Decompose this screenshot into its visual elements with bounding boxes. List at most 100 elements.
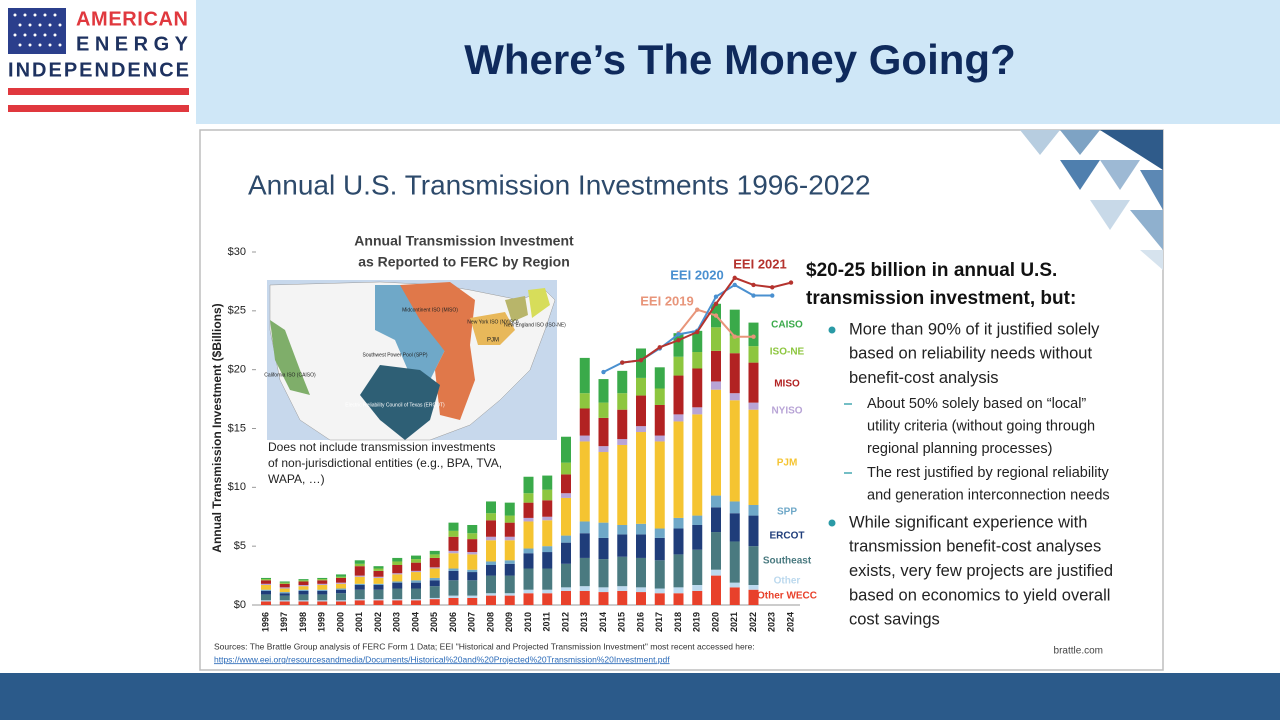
bar-segment <box>448 570 459 581</box>
bar-segment <box>542 500 553 517</box>
bar-segment <box>298 586 309 590</box>
bar-segment <box>523 548 534 554</box>
bar-segment <box>579 557 590 587</box>
bar-segment <box>729 309 740 336</box>
bar-segment <box>279 600 290 602</box>
bar-segment <box>298 601 309 605</box>
bar-segment <box>411 562 421 571</box>
bar-segment <box>579 393 590 409</box>
x-tick-label: 2000 <box>335 612 345 632</box>
bar-segment <box>673 554 684 588</box>
x-tick-label: 2016 <box>635 612 645 632</box>
line-marker <box>676 332 681 337</box>
bar-segment <box>411 559 421 563</box>
bar-segment <box>317 577 328 580</box>
bar-segment <box>392 557 403 562</box>
bar-segment <box>542 552 553 569</box>
chart: $0 $5 $10 $15 $20 $25 $30 1996 1997 1998 1999 2000 2… <box>228 246 817 632</box>
bar-segment <box>354 599 365 601</box>
bullet-text: based on economics to yield overall <box>849 586 1110 604</box>
bar-segment <box>673 593 684 605</box>
x-tick-label: 2012 <box>560 612 570 632</box>
bar-segment <box>729 353 740 394</box>
bar-segment <box>636 523 646 535</box>
bar-segment <box>504 575 515 594</box>
x-tick-label: 2010 <box>523 612 533 632</box>
bar-segment <box>279 582 290 584</box>
bar-segment <box>429 557 440 568</box>
y-tick-label: $30 <box>228 246 246 258</box>
bar-segment <box>467 569 478 573</box>
bar-segment <box>654 528 665 538</box>
bar-segment <box>354 575 365 577</box>
bar-segment <box>729 400 740 502</box>
bar-segment <box>636 377 646 396</box>
map-label: Midcontinent ISO (MISO) <box>402 307 458 313</box>
x-tick-label: 2023 <box>767 612 777 632</box>
bar-segment <box>467 539 478 553</box>
bar-segment <box>692 368 703 408</box>
bar-segment <box>486 536 496 541</box>
bar-segment <box>373 599 384 601</box>
bar-segment <box>317 583 328 585</box>
bar-segment <box>392 564 403 574</box>
bar-segment <box>598 402 609 418</box>
bar-segment <box>354 583 365 585</box>
legend-label: ISO-NE <box>770 347 805 358</box>
bar-segment <box>429 568 440 578</box>
sub-bullet-text: and generation interconnection needs <box>867 487 1110 503</box>
slide-title: Annual U.S. Transmission Investments 199… <box>248 169 871 200</box>
bar-segment <box>692 524 703 550</box>
bar-segment <box>729 587 740 605</box>
x-tick-label: 2021 <box>729 612 739 632</box>
bar-segment <box>373 568 384 571</box>
page-title: Where’s The Money Going? <box>464 36 1015 83</box>
bar-segment <box>354 563 365 567</box>
y-axis-label: Annual Transmission Investment ($Billion… <box>210 303 224 552</box>
x-tick-label: 2002 <box>373 612 383 632</box>
bar-segment <box>729 393 740 401</box>
source-link[interactable]: https://www.eei.org/resourcesandmedia/Do… <box>214 654 670 664</box>
bar-segment <box>504 502 515 516</box>
bar-segment <box>617 409 628 440</box>
bar-segment <box>561 542 571 564</box>
corner-decoration <box>1020 130 1163 270</box>
bar-segment <box>448 536 459 551</box>
bar-segment <box>486 575 496 594</box>
sub-bullet-text: The rest justified by regional reliabili… <box>867 465 1110 481</box>
bar-segment <box>598 522 609 538</box>
map-label: New York ISO (NYISO) <box>467 319 519 325</box>
bar-segment <box>523 593 534 605</box>
bullet-text: More than 90% of it justified solely <box>849 320 1100 338</box>
bar-segment <box>542 568 553 590</box>
text-block: $20-25 billion in annual U.S. transmissio… <box>806 260 1113 629</box>
bar-segment <box>317 589 328 591</box>
bar-segment <box>373 583 384 585</box>
projection-line <box>622 276 792 364</box>
bar-segment <box>261 600 271 602</box>
bar-segment <box>598 379 609 403</box>
x-tick-label: 2017 <box>654 612 664 632</box>
sources: Sources: The Brattle Group analysis of F… <box>214 641 755 651</box>
bar-segment <box>411 582 421 589</box>
map-note: WAPA, …) <box>268 472 325 486</box>
bar-segment <box>279 601 290 605</box>
bar-segment <box>336 583 346 589</box>
bar-segment <box>617 556 628 587</box>
legend-label: NYISO <box>771 406 802 417</box>
bar-segment <box>448 595 459 598</box>
bar-segment <box>486 501 496 514</box>
line-marker <box>751 334 756 339</box>
bar-segment <box>317 594 328 601</box>
logo-stars <box>13 13 62 47</box>
x-tick-label: 2008 <box>485 612 495 632</box>
bar-segment <box>692 549 703 585</box>
bar-segment <box>598 559 609 588</box>
bar-segment <box>354 584 365 590</box>
legend-label: PJM <box>777 458 798 469</box>
bar-segment <box>598 446 609 453</box>
line-marker <box>657 345 662 350</box>
bar-segment <box>411 599 421 601</box>
bar-segment <box>392 582 403 589</box>
bar-segment <box>354 576 365 584</box>
